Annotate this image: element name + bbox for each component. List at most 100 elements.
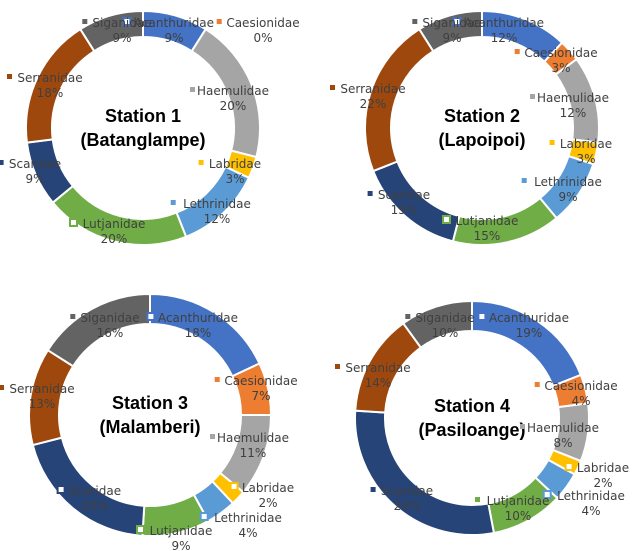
data-label-value-serranidae: 14% xyxy=(365,376,392,390)
data-label-name-scaridae: Scaridae xyxy=(378,188,430,202)
data-label-value-scaridae: 29% xyxy=(394,499,421,513)
legend-marker-caesionidae xyxy=(514,49,520,54)
data-label-name-acanthuridae: Acanthuridae xyxy=(489,311,569,325)
legend-marker-serranidae xyxy=(7,74,12,79)
data-label-value-lethrinidae: 12% xyxy=(204,212,231,226)
legend-marker-caesionidae xyxy=(534,382,540,387)
data-label-value-scaridae: 20% xyxy=(82,499,109,513)
data-label-value-labridae: 3% xyxy=(225,172,244,186)
legend-marker-serranidae xyxy=(0,385,4,390)
data-label-name-serranidae: Serranidae xyxy=(345,361,410,375)
legend-marker-haemulidae xyxy=(530,94,535,99)
legend-marker-lethrinidae xyxy=(542,490,552,499)
center-title-line-2: (Lapoipoi) xyxy=(439,130,526,150)
data-label-name-labridae: Labridae xyxy=(560,137,612,151)
slice-siganidae xyxy=(417,9,483,53)
data-label-value-caesionidae: 4% xyxy=(571,394,590,408)
legend-marker-haemulidae xyxy=(520,424,525,429)
legend-marker-scaridae xyxy=(370,487,376,492)
data-label-value-scaridae: 15% xyxy=(391,203,418,217)
legend-marker-siganidae xyxy=(412,19,418,24)
legend-marker-labridae xyxy=(549,140,555,145)
data-label-name-lethrinidae: Lethrinidae xyxy=(557,489,625,503)
legend-marker-siganidae xyxy=(405,314,411,319)
legend-marker-labridae xyxy=(198,160,204,165)
data-label-name-haemulidae: Haemulidae xyxy=(527,421,599,435)
donut-chart-1: Station 1(Batanglampe)Acanthuridae9%Caes… xyxy=(0,9,300,246)
data-label-value-labridae: 3% xyxy=(576,152,595,166)
legend-marker-lutjanidae xyxy=(442,215,451,224)
data-label-name-caesionidae: Caesionidae xyxy=(226,16,299,30)
data-label-value-serranidae: 22% xyxy=(360,97,387,111)
data-label-name-acanthuridae: Acanthuridae xyxy=(158,311,238,325)
data-label-name-lutjanidae: Lutjanidae xyxy=(456,214,519,228)
data-label-name-siganidae: Siganidae xyxy=(92,16,151,30)
data-label-value-lethrinidae: 9% xyxy=(558,190,577,204)
center-title-line-1: Station 3 xyxy=(112,393,188,413)
center-title-line-2: (Pasiloange) xyxy=(418,420,525,440)
legend-marker-caesionidae xyxy=(214,377,220,382)
legend-marker-lethrinidae xyxy=(170,200,176,205)
data-label-name-acanthuridae: Acanthuridae xyxy=(134,16,214,30)
data-label-value-acanthuridae: 18% xyxy=(185,326,212,340)
data-label-value-lethrinidae: 4% xyxy=(238,526,257,540)
data-label-name-labridae: Labridae xyxy=(242,481,294,495)
data-label-value-lutjanidae: 10% xyxy=(505,509,532,523)
data-label-name-caesionidae: Caesionidae xyxy=(524,46,597,60)
data-label-value-serranidae: 13% xyxy=(29,397,56,411)
data-label-name-scaridae: Scaridae xyxy=(381,484,433,498)
data-label-value-caesionidae: 3% xyxy=(551,61,570,75)
legend-marker-acanthuridae xyxy=(122,17,132,26)
center-title-line-1: Station 1 xyxy=(105,106,181,126)
legend-marker-scaridae xyxy=(56,485,66,494)
legend-marker-scaridae xyxy=(0,160,4,165)
data-label-value-siganidae: 10% xyxy=(432,326,459,340)
data-label-name-lethrinidae: Lethrinidae xyxy=(534,175,602,189)
data-label-name-haemulidae: Haemulidae xyxy=(197,84,269,98)
data-label-name-lutjanidae: Lutjanidae xyxy=(150,524,213,538)
data-label-name-serranidae: Serranidae xyxy=(340,82,405,96)
slice-siganidae xyxy=(46,292,151,368)
legend-marker-serranidae xyxy=(330,85,335,90)
data-label-value-lethrinidae: 4% xyxy=(581,504,600,518)
data-label-name-lutjanidae: Lutjanidae xyxy=(83,217,146,231)
data-label-value-lutjanidae: 15% xyxy=(474,229,501,243)
data-label-value-haemulidae: 8% xyxy=(553,436,572,450)
legend-marker-siganidae xyxy=(82,19,88,24)
legend-marker-lutjanidae xyxy=(136,525,145,534)
data-label-name-lethrinidae: Lethrinidae xyxy=(183,197,251,211)
legend-marker-acanthuridae xyxy=(477,312,487,321)
data-label-name-lethrinidae: Lethrinidae xyxy=(214,511,282,525)
data-label-name-serranidae: Serranidae xyxy=(17,71,82,85)
legend-marker-lutjanidae xyxy=(475,497,480,502)
data-label-name-scaridae: Scaridae xyxy=(9,157,61,171)
legend-marker-acanthuridae xyxy=(452,17,462,26)
donut-chart-2: Station 2(Lapoipoi)Acanthuridae12%Caesio… xyxy=(330,9,612,246)
legend-marker-scaridae xyxy=(367,191,373,196)
legend-marker-lutjanidae xyxy=(69,218,78,227)
legend-marker-serranidae xyxy=(335,364,340,369)
legend-marker-lethrinidae xyxy=(521,178,527,183)
legend-marker-haemulidae xyxy=(190,87,195,92)
legend-marker-labridae xyxy=(564,462,574,471)
legend-marker-acanthuridae xyxy=(146,312,156,321)
data-label-value-siganidae: 16% xyxy=(97,326,124,340)
data-label-value-labridae: 2% xyxy=(593,476,612,490)
slice-siganidae xyxy=(401,299,473,350)
data-label-value-acanthuridae: 12% xyxy=(491,31,518,45)
legend-marker-caesionidae xyxy=(216,19,222,24)
legend-marker-lethrinidae xyxy=(199,512,209,521)
legend-marker-haemulidae xyxy=(210,434,215,439)
data-label-value-serranidae: 18% xyxy=(37,86,64,100)
data-label-value-haemulidae: 20% xyxy=(220,99,247,113)
data-label-name-siganidae: Siganidae xyxy=(415,311,474,325)
data-label-value-caesionidae: 0% xyxy=(253,31,272,45)
data-label-value-siganidae: 9% xyxy=(442,31,461,45)
data-label-value-acanthuridae: 9% xyxy=(164,31,183,45)
data-label-value-caesionidae: 7% xyxy=(251,389,270,403)
data-label-name-siganidae: Siganidae xyxy=(80,311,139,325)
center-title-line-1: Station 4 xyxy=(434,396,510,416)
center-title-line-1: Station 2 xyxy=(444,106,520,126)
